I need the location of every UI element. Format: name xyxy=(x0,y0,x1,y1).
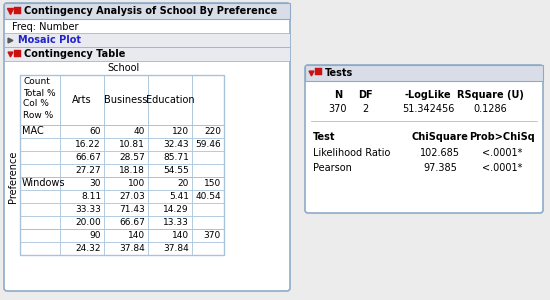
Text: Row %: Row % xyxy=(23,110,53,119)
FancyBboxPatch shape xyxy=(14,7,21,14)
Text: 97.385: 97.385 xyxy=(423,163,457,173)
Text: 370: 370 xyxy=(204,231,221,240)
Text: School: School xyxy=(108,63,140,73)
Text: 16.22: 16.22 xyxy=(75,140,101,149)
Text: 85.71: 85.71 xyxy=(163,153,189,162)
Text: 140: 140 xyxy=(128,231,145,240)
FancyBboxPatch shape xyxy=(4,3,290,291)
Text: 60: 60 xyxy=(90,127,101,136)
Text: Pearson: Pearson xyxy=(313,163,352,173)
Text: Test: Test xyxy=(313,132,336,142)
Text: 54.55: 54.55 xyxy=(163,166,189,175)
FancyBboxPatch shape xyxy=(20,229,224,255)
Text: 30: 30 xyxy=(90,179,101,188)
FancyBboxPatch shape xyxy=(20,177,224,229)
Text: Education: Education xyxy=(146,95,194,105)
Text: N: N xyxy=(334,90,342,100)
Text: 14.29: 14.29 xyxy=(163,205,189,214)
Text: 66.67: 66.67 xyxy=(75,153,101,162)
Text: Windows: Windows xyxy=(22,178,65,188)
Text: MAC: MAC xyxy=(22,127,44,136)
Text: 66.67: 66.67 xyxy=(119,218,145,227)
Text: 37.84: 37.84 xyxy=(119,244,145,253)
FancyBboxPatch shape xyxy=(192,75,224,125)
Text: Col %: Col % xyxy=(23,100,49,109)
Text: 8.11: 8.11 xyxy=(81,192,101,201)
Text: Prob>ChiSq: Prob>ChiSq xyxy=(469,132,535,142)
Text: Business: Business xyxy=(104,95,148,105)
Text: Likelihood Ratio: Likelihood Ratio xyxy=(313,148,390,158)
FancyBboxPatch shape xyxy=(4,3,290,19)
Text: Preference: Preference xyxy=(8,151,18,203)
Text: Contingency Table: Contingency Table xyxy=(24,49,125,59)
Text: 2: 2 xyxy=(362,104,368,114)
Text: 40: 40 xyxy=(134,127,145,136)
Text: 13.33: 13.33 xyxy=(163,218,189,227)
FancyBboxPatch shape xyxy=(20,75,60,125)
Text: Mosaic Plot: Mosaic Plot xyxy=(18,35,81,45)
Text: <.0001*: <.0001* xyxy=(482,163,522,173)
Text: 33.33: 33.33 xyxy=(75,205,101,214)
Text: 27.03: 27.03 xyxy=(119,192,145,201)
Text: 10.81: 10.81 xyxy=(119,140,145,149)
Text: Total %: Total % xyxy=(23,88,56,98)
FancyBboxPatch shape xyxy=(305,65,543,81)
Text: 27.27: 27.27 xyxy=(75,166,101,175)
Text: 20.00: 20.00 xyxy=(75,218,101,227)
Text: 120: 120 xyxy=(172,127,189,136)
Text: Contingency Analysis of School By Preference: Contingency Analysis of School By Prefer… xyxy=(24,6,277,16)
Text: Freq: Number: Freq: Number xyxy=(12,22,79,32)
Text: 24.32: 24.32 xyxy=(75,244,101,253)
Text: Tests: Tests xyxy=(325,68,353,78)
Text: Count: Count xyxy=(23,77,50,86)
Text: 37.84: 37.84 xyxy=(163,244,189,253)
Text: 71.43: 71.43 xyxy=(119,205,145,214)
Text: 51.342456: 51.342456 xyxy=(402,104,454,114)
FancyBboxPatch shape xyxy=(4,33,290,47)
FancyBboxPatch shape xyxy=(60,75,104,125)
Text: 5.41: 5.41 xyxy=(169,192,189,201)
Text: ChiSquare: ChiSquare xyxy=(411,132,469,142)
FancyBboxPatch shape xyxy=(4,47,290,61)
Text: 40.54: 40.54 xyxy=(195,192,221,201)
FancyBboxPatch shape xyxy=(305,65,543,213)
FancyBboxPatch shape xyxy=(104,75,148,125)
FancyBboxPatch shape xyxy=(315,68,322,75)
Text: 100: 100 xyxy=(128,179,145,188)
Text: DF: DF xyxy=(358,90,372,100)
Text: RSquare (U): RSquare (U) xyxy=(456,90,524,100)
FancyBboxPatch shape xyxy=(148,75,192,125)
Text: 20: 20 xyxy=(178,179,189,188)
Text: <.0001*: <.0001* xyxy=(482,148,522,158)
Text: 140: 140 xyxy=(172,231,189,240)
Text: 59.46: 59.46 xyxy=(195,140,221,149)
Text: 90: 90 xyxy=(90,231,101,240)
Text: 32.43: 32.43 xyxy=(163,140,189,149)
Text: -LogLike: -LogLike xyxy=(405,90,452,100)
Text: 370: 370 xyxy=(329,104,347,114)
Text: 150: 150 xyxy=(204,179,221,188)
Text: 102.685: 102.685 xyxy=(420,148,460,158)
Text: 18.18: 18.18 xyxy=(119,166,145,175)
FancyBboxPatch shape xyxy=(20,125,224,177)
Text: 0.1286: 0.1286 xyxy=(473,104,507,114)
Text: Arts: Arts xyxy=(72,95,92,105)
Text: 28.57: 28.57 xyxy=(119,153,145,162)
Text: 220: 220 xyxy=(204,127,221,136)
FancyBboxPatch shape xyxy=(14,50,21,57)
